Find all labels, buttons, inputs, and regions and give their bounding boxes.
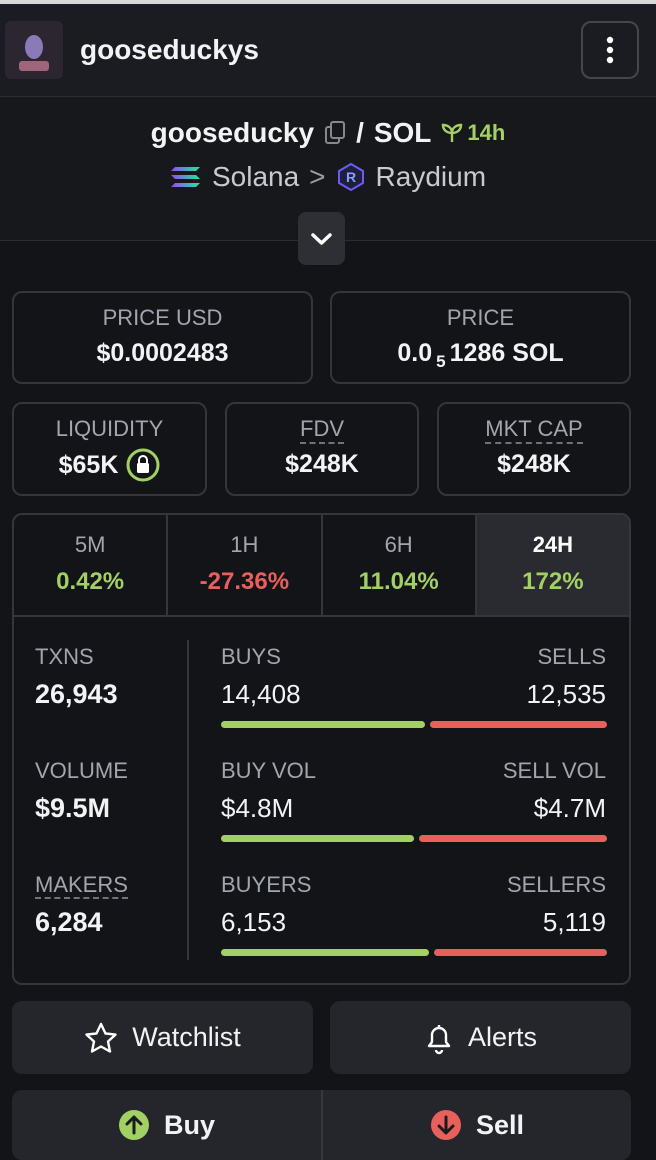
age-text: 14h bbox=[467, 120, 506, 145]
divider bbox=[187, 640, 189, 960]
price-subscript: 5 bbox=[436, 352, 446, 371]
card-label: FDV bbox=[300, 416, 344, 444]
metric-label: VOLUME bbox=[35, 758, 128, 784]
lock-icon bbox=[126, 448, 160, 482]
tab-label: 5M bbox=[74, 532, 106, 557]
split-right-label: SELLS bbox=[537, 644, 607, 669]
buy-share-bar bbox=[221, 949, 429, 956]
timeframe-tab[interactable]: 6H 11.04% bbox=[320, 515, 475, 615]
metric-label-text: TXNS bbox=[35, 644, 94, 669]
card-label: PRICE bbox=[446, 305, 515, 330]
sell-share-bar bbox=[433, 949, 607, 956]
split-right-label: SELLERS bbox=[506, 872, 606, 897]
header: gooseduckys bbox=[0, 0, 656, 97]
tab-change: 11.04% bbox=[358, 568, 439, 595]
card-value: 0.0 5 1286 SOL bbox=[332, 339, 629, 372]
button-label: Sell bbox=[475, 1109, 525, 1140]
card-value: $0.0002483 bbox=[96, 339, 229, 367]
split-bar bbox=[221, 835, 607, 842]
stat-card: FDV $248K bbox=[225, 402, 419, 496]
price-suffix: 1286 SOL bbox=[449, 339, 564, 367]
pair-section: gooseducky / SOL 14h Solana > R Raydium bbox=[0, 97, 656, 265]
tab-label: 24H bbox=[532, 532, 574, 557]
price-prefix: 0.0 bbox=[397, 339, 433, 367]
token-title: gooseduckys bbox=[80, 34, 259, 65]
metric-value: 26,943 bbox=[35, 679, 118, 709]
metric-label-text: MAKERS bbox=[35, 872, 128, 899]
avatar bbox=[5, 21, 63, 79]
card-value: $248K bbox=[285, 450, 359, 478]
quote-token: SOL bbox=[373, 117, 432, 148]
expand-button[interactable] bbox=[298, 212, 345, 265]
card-label: PRICE USD bbox=[102, 305, 223, 330]
trade-bar: Buy Sell bbox=[12, 1090, 631, 1160]
timeframe-tabs: 5M 0.42% 1H -27.36% 6H 11.04% 24H 172% bbox=[14, 515, 629, 617]
metrics: TXNS 26,943 BUYS SELLS 14,408 12,535 VOLUME $9.… bbox=[14, 615, 629, 983]
split-right-value: 5,119 bbox=[542, 907, 606, 937]
card-label: LIQUIDITY bbox=[55, 416, 164, 441]
metric-label-text: VOLUME bbox=[35, 758, 128, 783]
buy-share-bar bbox=[221, 835, 414, 842]
split-bar bbox=[221, 949, 607, 956]
split-right-label: SELL VOL bbox=[502, 758, 606, 783]
button-label: Watchlist bbox=[132, 1022, 241, 1052]
tab-change: -27.36% bbox=[199, 568, 290, 595]
split-left-value: $4.8M bbox=[221, 793, 294, 823]
split-left-label: BUYERS bbox=[221, 872, 312, 897]
split-left-value: 14,408 bbox=[221, 679, 301, 709]
separator: / bbox=[356, 117, 364, 148]
split-left-value: 6,153 bbox=[221, 907, 287, 937]
alerts-button[interactable]: Alerts bbox=[330, 1001, 631, 1074]
pair-line: gooseducky / SOL 14h bbox=[0, 117, 656, 149]
pair-age: 14h bbox=[441, 120, 505, 146]
tab-label: 6H bbox=[384, 532, 413, 557]
metric-label: TXNS bbox=[35, 644, 94, 670]
metric-value: 6,284 bbox=[35, 907, 103, 937]
chain-name[interactable]: Solana bbox=[211, 161, 300, 192]
menu-button[interactable] bbox=[581, 21, 639, 79]
split-right-value: $4.7M bbox=[533, 793, 606, 823]
sell-share-bar bbox=[418, 835, 607, 842]
metric-label: MAKERS bbox=[35, 872, 128, 899]
timeframe-tab[interactable]: 24H 172% bbox=[474, 515, 629, 615]
stat-card: LIQUIDITY $65K bbox=[12, 402, 207, 496]
stats-panel: 5M 0.42% 1H -27.36% 6H 11.04% 24H 172% TXNS 26,9… bbox=[12, 513, 631, 985]
tab-label: 1H bbox=[230, 532, 259, 557]
divider bbox=[321, 1090, 323, 1160]
solana-icon bbox=[170, 167, 200, 187]
price-usd-card: PRICE USD $0.0002483 bbox=[12, 291, 313, 384]
tab-change: 0.42% bbox=[56, 568, 125, 595]
sell-share-bar bbox=[429, 721, 607, 728]
stat-card: MKT CAP $248K bbox=[437, 402, 631, 496]
base-token: gooseducky bbox=[150, 117, 315, 148]
timeframe-tab[interactable]: 1H -27.36% bbox=[166, 515, 320, 615]
raydium-icon: R bbox=[337, 162, 364, 192]
copy-icon[interactable] bbox=[324, 121, 346, 145]
sell-button[interactable]: Sell bbox=[323, 1090, 631, 1160]
card-value: $65K bbox=[14, 448, 205, 482]
price-card: PRICE 0.0 5 1286 SOL bbox=[330, 291, 631, 384]
dex-name[interactable]: Raydium bbox=[375, 161, 487, 192]
svg-text:R: R bbox=[345, 169, 355, 185]
timeframe-tab[interactable]: 5M 0.42% bbox=[14, 515, 166, 615]
split-left-label: BUYS bbox=[221, 644, 281, 669]
card-value: $248K bbox=[497, 450, 571, 478]
liquidity-value: $65K bbox=[58, 450, 119, 479]
chain-line: Solana > R Raydium bbox=[0, 161, 656, 193]
card-label: MKT CAP bbox=[485, 416, 583, 444]
buy-share-bar bbox=[221, 721, 425, 728]
split-right-value: 12,535 bbox=[526, 679, 606, 709]
metric-value: $9.5M bbox=[35, 793, 111, 823]
watchlist-button[interactable]: Watchlist bbox=[12, 1001, 313, 1074]
buy-button[interactable]: Buy bbox=[12, 1090, 321, 1160]
split-bar bbox=[221, 721, 607, 728]
button-label: Buy bbox=[163, 1109, 215, 1140]
tab-change: 172% bbox=[522, 568, 584, 595]
split-left-label: BUY VOL bbox=[221, 758, 316, 783]
breadcrumb-arrow: > bbox=[309, 161, 326, 192]
button-label: Alerts bbox=[467, 1022, 538, 1052]
